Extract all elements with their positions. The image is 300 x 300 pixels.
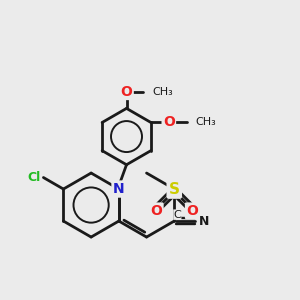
Text: S: S [169, 182, 180, 196]
Text: O: O [150, 204, 162, 218]
Text: CH₃: CH₃ [152, 87, 173, 97]
Text: Cl: Cl [28, 171, 41, 184]
Text: N: N [113, 182, 124, 196]
Text: O: O [163, 116, 175, 130]
Text: N: N [199, 214, 209, 228]
Text: O: O [186, 204, 198, 218]
Text: CH₃: CH₃ [196, 118, 217, 128]
Text: O: O [121, 85, 132, 99]
Text: C: C [173, 210, 181, 220]
